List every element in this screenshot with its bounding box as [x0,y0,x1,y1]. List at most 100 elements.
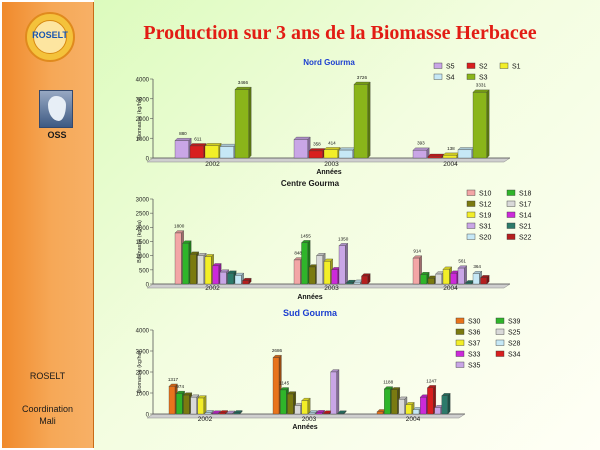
legend-swatch [506,200,516,207]
sidebar-coordination-line1: Coordination [21,404,74,414]
legend-swatch [466,189,476,196]
legend-label: S35 [468,363,481,370]
data-label: 848 [294,250,302,255]
legend-swatch [466,222,476,229]
x-tick-label: 2004 [443,161,458,168]
legend-swatch [506,222,516,229]
bar-s4-2003 [338,149,353,159]
bar-s31-2003 [338,245,346,285]
legend-label: S2 [479,64,488,71]
bar-s14-2003 [331,269,338,285]
bar-top [472,89,490,93]
data-label: 611 [194,136,202,141]
bar-top [338,147,356,151]
y-axis-label: Biomasse (kg/ha) [137,350,143,393]
roselt-logo: ROSELT [25,12,75,62]
chart-title: Sud Gourma [283,308,338,318]
data-label: 914 [413,249,421,254]
chart-3: Sud Gourma 0 1000 2000 3000 4000 Biomasse (kg/… [136,308,521,431]
chart-1: Nord Gourma 0 1000 2000 3000 4000 Biomasse (kg… [136,58,521,176]
bar-top [189,143,207,147]
bar-s19-2004 [442,269,450,285]
chart-title: Centre Gourma [281,179,340,188]
data-label: 414 [328,140,336,145]
oss-logo-text: OSS [47,130,67,140]
bar-s22-2002 [242,280,249,285]
legend-swatch [495,350,505,357]
y-tick-label: 500 [139,268,150,274]
bar-side [248,86,252,159]
bar-s34-2003 [323,413,330,415]
bar-s10-2002 [174,232,182,285]
bar-top [308,148,326,152]
bar-side [203,395,207,415]
chart-title: Nord Gourma [303,58,355,67]
legend-label: S25 [508,330,521,337]
y-tick-label: 2000 [136,117,150,123]
bar-s39-2002 [176,393,183,415]
legend-label: S1 [512,64,521,71]
bar-s35-2003 [330,371,337,415]
bar-s22-2004 [480,277,487,285]
legend-swatch [506,233,516,240]
legend-swatch [506,189,516,196]
bar-s34-2002 [219,412,226,415]
data-label: 1247 [426,378,437,383]
bar-s33-2002 [212,413,219,415]
y-tick-label: 1000 [136,392,150,398]
legend-swatch [495,328,505,335]
bar-s36-2002 [183,394,190,415]
legend-swatch [455,361,465,368]
y-tick-label: 1500 [136,240,150,246]
legend-label: S22 [519,235,532,242]
bar-s28-2004 [412,409,420,415]
bar-s33-2004 [420,397,427,415]
x-tick-label: 2004 [406,416,421,423]
roselt-logo-inner [33,20,67,54]
x-tick-label: 2003 [324,285,339,292]
x-tick-label: 2004 [443,285,458,292]
legend-swatch [466,73,476,80]
legend-label: S12 [479,202,492,209]
bar-s31-2004 [457,267,465,285]
bar-s25-2002 [190,397,197,415]
y-tick-label: 3000 [136,97,150,103]
bar-s3-2003 [353,84,368,159]
bar-s30-2003 [272,357,280,415]
bar-s12-2004 [427,278,435,285]
bar-s28-2002 [204,412,212,415]
legend-label: S37 [468,341,481,348]
bar-top [442,152,460,156]
bar-s4-2002 [219,146,234,159]
legend-label: S31 [479,224,492,231]
y-tick-label: 2000 [136,371,150,377]
x-tick-label: 2003 [324,161,339,168]
data-label: 358 [313,141,321,146]
legend-label: S34 [508,352,521,359]
x-tick-label: 2002 [205,161,220,168]
bar-s36-2003 [287,393,294,415]
legend-label: S21 [519,224,532,231]
bar-s4-2004 [457,149,472,159]
bar-top [219,143,237,147]
y-tick-label: 0 [146,157,150,163]
legend-swatch [466,233,476,240]
bar-s25-2003 [294,405,301,415]
bar-s18-2002 [182,243,189,285]
bar-s21-2002 [227,273,234,285]
bar-s30-2004 [376,411,384,415]
legend-label: S20 [479,235,492,242]
bar-s22-2003 [361,275,368,285]
legend-label: S5 [446,64,455,71]
legend-swatch [455,350,465,357]
data-label: 364 [473,264,481,269]
bar-s18-2003 [301,242,308,285]
sidebar-coordination-line2: Mali [39,416,56,426]
bar-s31-2002 [219,271,227,285]
bar-s20-2003 [353,282,361,285]
chart-2: Centre Gourma 0 500 1000 1500 2000 2500 3000 Bio… [136,179,532,301]
y-tick-label: 4000 [136,78,150,84]
data-label: 1188 [383,380,393,385]
bar-s2-2003 [308,150,323,159]
